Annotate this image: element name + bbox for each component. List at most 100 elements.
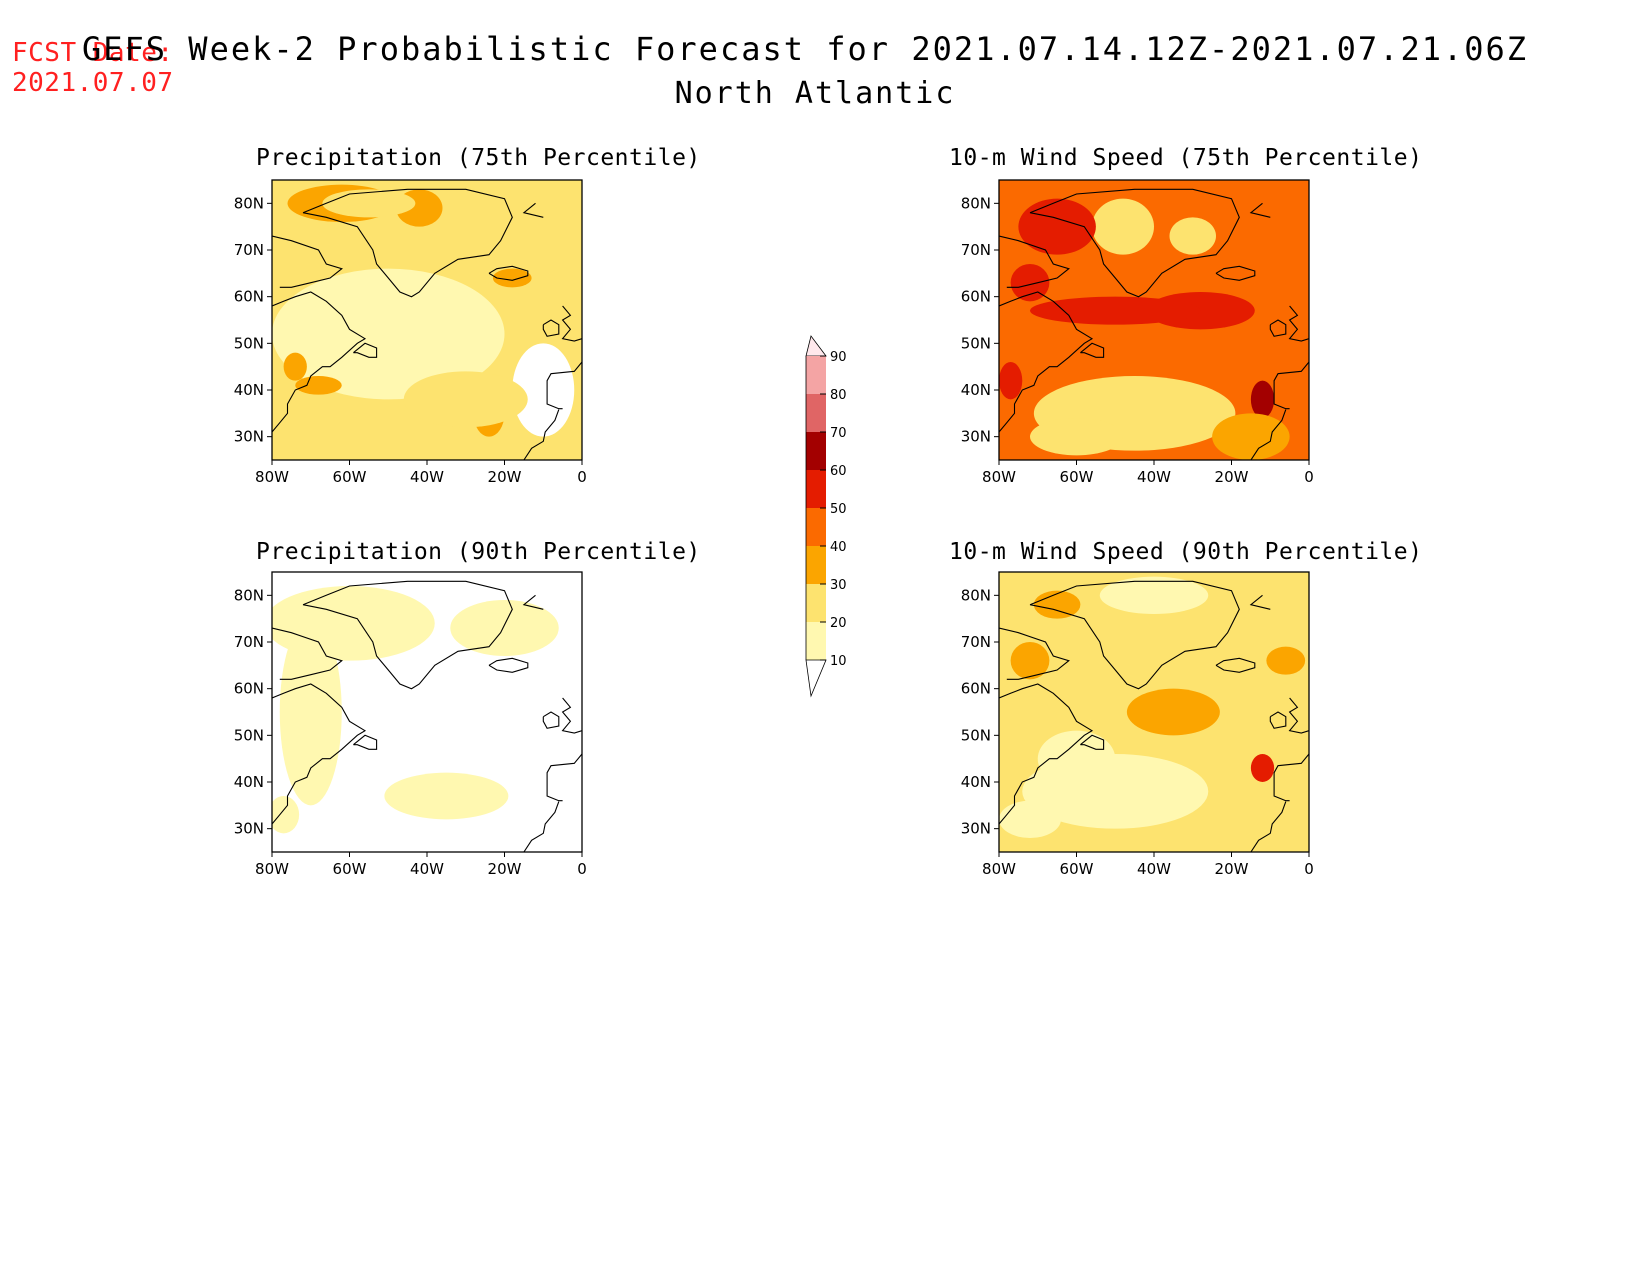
lat-label: 70N: [234, 633, 264, 651]
coastline: [1029, 580, 1240, 690]
coastline: [1269, 711, 1287, 729]
coastline: [1273, 753, 1309, 802]
lon-label: 60W: [333, 860, 367, 878]
lat-label: 50N: [961, 334, 991, 352]
panel-title-wind90: 10-m Wind Speed (90th Percentile): [949, 539, 1423, 565]
shaded-region: [1250, 754, 1275, 782]
shaded-region: [1092, 198, 1154, 255]
lon-label: 0: [1304, 468, 1314, 486]
map-panel-precip90: 80N 70N 60N 50N 40N 30N 80W 60W 40W 20W 0: [234, 571, 587, 878]
colorbar-segment: [806, 470, 826, 508]
figure-title: GEFS Week-2 Probabilistic Forecast for 2…: [81, 30, 1529, 68]
coastline: [561, 305, 582, 342]
colorbar-label: 90: [830, 350, 847, 365]
coastline: [1288, 305, 1309, 342]
lon-label: 60W: [1060, 468, 1094, 486]
lat-label: 50N: [234, 334, 264, 352]
coastline: [1288, 697, 1309, 734]
colorbar-bottom-extension: [805, 659, 827, 698]
colorbar-segment: [806, 508, 826, 546]
lon-label: 20W: [1215, 468, 1249, 486]
lat-label: 50N: [234, 726, 264, 744]
colorbar-label: 50: [830, 502, 847, 517]
shaded-region: [1018, 198, 1096, 255]
lon-label: 80W: [982, 860, 1016, 878]
coastline: [488, 265, 529, 281]
shaded-region: [403, 371, 528, 428]
lon-label: 20W: [488, 468, 522, 486]
lat-label: 30N: [961, 820, 991, 838]
coastline: [522, 594, 544, 610]
lon-label: 80W: [982, 468, 1016, 486]
lon-label: 0: [577, 860, 587, 878]
coastline: [999, 627, 1070, 680]
shaded-region: [1010, 642, 1050, 680]
lat-label: 50N: [961, 726, 991, 744]
colorbar-segment: [806, 546, 826, 584]
shaded-region: [1033, 590, 1081, 619]
lat-label: 70N: [961, 241, 991, 259]
shaded-region: [1010, 264, 1050, 302]
shaded-region: [322, 189, 416, 218]
shaded-region: [999, 800, 1061, 838]
lat-label: 70N: [961, 633, 991, 651]
shaded-region: [1099, 576, 1209, 614]
shaded-region: [512, 343, 575, 437]
lat-label: 60N: [234, 288, 264, 306]
coastline: [546, 753, 582, 802]
lon-label: 0: [1304, 860, 1314, 878]
coastline: [522, 202, 544, 218]
lat-label: 30N: [234, 428, 264, 446]
shaded-region: [1030, 418, 1123, 456]
colorbar-label: 40: [830, 540, 847, 555]
coastline: [302, 188, 513, 298]
shaded-region: [1250, 380, 1275, 418]
coastline: [542, 711, 560, 729]
coastline: [523, 801, 560, 852]
shaded-region: [450, 600, 559, 656]
coastline: [272, 683, 367, 825]
lat-label: 80N: [234, 586, 264, 604]
colorbar-label: 60: [830, 464, 847, 479]
figure-subtitle: North Atlantic: [674, 76, 956, 111]
coastline: [302, 580, 513, 690]
lat-label: 80N: [234, 194, 264, 212]
colorbar-label: 30: [830, 578, 847, 593]
coastline: [488, 657, 529, 673]
coastline: [1249, 202, 1271, 218]
forecast-date-value: 2021.07.07: [12, 68, 174, 98]
coastline: [1215, 657, 1256, 673]
lat-label: 80N: [961, 586, 991, 604]
coastline: [272, 235, 343, 288]
coastline: [272, 291, 367, 433]
lat-label: 30N: [234, 820, 264, 838]
lon-label: 80W: [255, 468, 289, 486]
colorbar-segment: [806, 622, 826, 660]
colorbar-top-extension: [805, 335, 827, 357]
shaded-region: [492, 268, 532, 288]
shaded-region: [283, 352, 307, 381]
coastline: [561, 697, 582, 734]
shaded-region: [1126, 688, 1220, 736]
map-panel-wind75: 80N 70N 60N 50N 40N 30N 80W 60W 40W 20W 0: [961, 179, 1314, 486]
colorbar: 90 80 70 60 50 40 30 20 10: [805, 335, 847, 698]
coastline: [999, 291, 1094, 433]
colorbar-label: 70: [830, 426, 847, 441]
lat-label: 60N: [234, 680, 264, 698]
coastline: [272, 627, 343, 680]
lat-label: 40N: [234, 381, 264, 399]
lat-label: 40N: [961, 773, 991, 791]
lon-label: 40W: [1137, 468, 1171, 486]
forecast-date-label: FCST Date:: [12, 38, 174, 68]
shaded-region: [295, 376, 342, 395]
lon-label: 60W: [333, 468, 367, 486]
shaded-region: [1037, 730, 1116, 787]
forecast-date-block: FCST Date: 2021.07.07: [12, 38, 174, 98]
lon-label: 40W: [410, 468, 444, 486]
coastline: [542, 319, 560, 337]
lon-label: 20W: [488, 860, 522, 878]
coastline: [1269, 319, 1287, 337]
colorbar-segment: [806, 356, 826, 394]
coastline: [1029, 188, 1240, 298]
coastline: [999, 235, 1070, 288]
